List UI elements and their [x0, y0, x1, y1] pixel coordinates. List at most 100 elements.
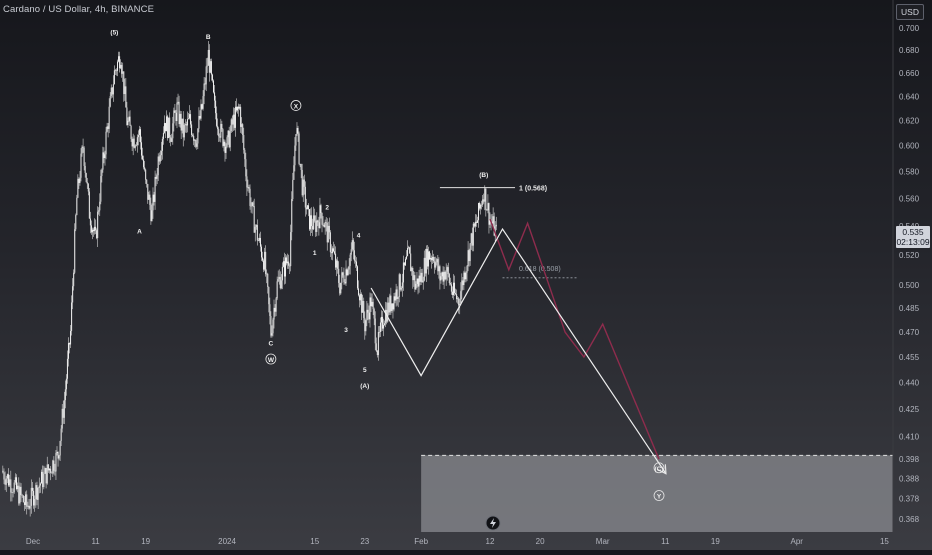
candle	[399, 274, 401, 290]
candle	[412, 267, 414, 281]
candle	[297, 127, 299, 134]
chart-title: Cardano / US Dollar, 4h, BINANCE	[3, 4, 155, 15]
wave-label: Y	[657, 494, 662, 501]
candle	[239, 106, 241, 109]
candle	[216, 113, 218, 126]
candle	[208, 49, 210, 73]
candle	[317, 220, 319, 223]
candle	[19, 486, 21, 504]
candle	[156, 175, 158, 179]
candle	[459, 303, 461, 306]
candle	[12, 492, 14, 493]
candle	[486, 209, 488, 211]
candle	[249, 188, 251, 206]
wave-label: (A)	[360, 383, 369, 390]
candle	[215, 100, 217, 114]
candle	[72, 286, 74, 303]
candle	[198, 116, 200, 129]
candle	[456, 294, 458, 300]
x-tick-label: 15	[880, 537, 889, 546]
candle	[60, 428, 62, 441]
candle	[13, 482, 15, 493]
candle	[493, 216, 495, 236]
candle	[378, 331, 380, 333]
candle	[356, 266, 358, 289]
x-tick-label: 19	[711, 537, 720, 546]
candle	[50, 468, 52, 473]
candle	[197, 128, 199, 144]
candle	[343, 275, 345, 283]
candle	[393, 296, 395, 310]
candle	[372, 301, 374, 310]
candle	[206, 65, 208, 67]
candle	[74, 229, 76, 273]
candle	[301, 169, 303, 196]
candle	[157, 156, 159, 176]
candle	[447, 267, 449, 275]
candle	[211, 74, 213, 81]
candle	[482, 199, 484, 205]
candle	[245, 159, 247, 177]
candle	[214, 92, 216, 101]
wave-label: A	[137, 228, 142, 235]
candle	[251, 202, 253, 206]
candle	[160, 150, 162, 156]
wave-label: (C)	[655, 466, 664, 473]
candle	[400, 287, 402, 290]
candle	[426, 248, 428, 267]
candle	[46, 464, 48, 484]
support-zone[interactable]	[421, 455, 893, 532]
candle	[67, 343, 69, 359]
projection-path-white[interactable]	[370, 227, 665, 473]
candle	[470, 233, 472, 244]
candle	[79, 177, 81, 183]
candle	[146, 179, 148, 184]
candle	[435, 262, 437, 268]
candle	[441, 272, 443, 277]
candle	[286, 257, 288, 264]
candle	[346, 269, 348, 276]
x-tick-label: Dec	[26, 537, 40, 546]
candle	[161, 138, 163, 151]
candle	[452, 282, 454, 296]
projection-path-red[interactable]	[489, 218, 660, 460]
currency-badge[interactable]: USD	[896, 4, 924, 20]
candle	[418, 275, 420, 287]
candle	[326, 222, 328, 243]
candle	[201, 104, 203, 109]
candle	[124, 86, 126, 95]
candle	[143, 159, 145, 168]
candle	[424, 257, 426, 274]
candle	[147, 183, 149, 200]
candle	[467, 250, 469, 267]
wave-label-circle	[265, 353, 277, 365]
candle	[332, 248, 334, 252]
y-tick-label: 0.368	[899, 515, 920, 524]
candle	[415, 283, 417, 290]
candle	[483, 199, 485, 202]
candle	[237, 106, 239, 111]
candle	[293, 165, 295, 180]
candle	[181, 118, 183, 131]
candle	[454, 282, 456, 294]
candle	[304, 186, 306, 208]
candle	[95, 226, 97, 231]
candle	[91, 229, 93, 233]
candle	[369, 297, 371, 320]
candle	[407, 247, 409, 257]
candle	[17, 485, 19, 490]
candle	[225, 146, 227, 153]
candle	[231, 119, 233, 125]
candle	[330, 252, 332, 254]
candle	[436, 259, 438, 263]
candle	[492, 216, 494, 224]
candle	[474, 221, 476, 227]
candle	[284, 257, 286, 277]
candle	[98, 210, 100, 212]
candle	[363, 300, 365, 318]
candle	[227, 130, 229, 138]
candle	[336, 260, 338, 268]
y-tick-label: 0.640	[899, 92, 920, 101]
